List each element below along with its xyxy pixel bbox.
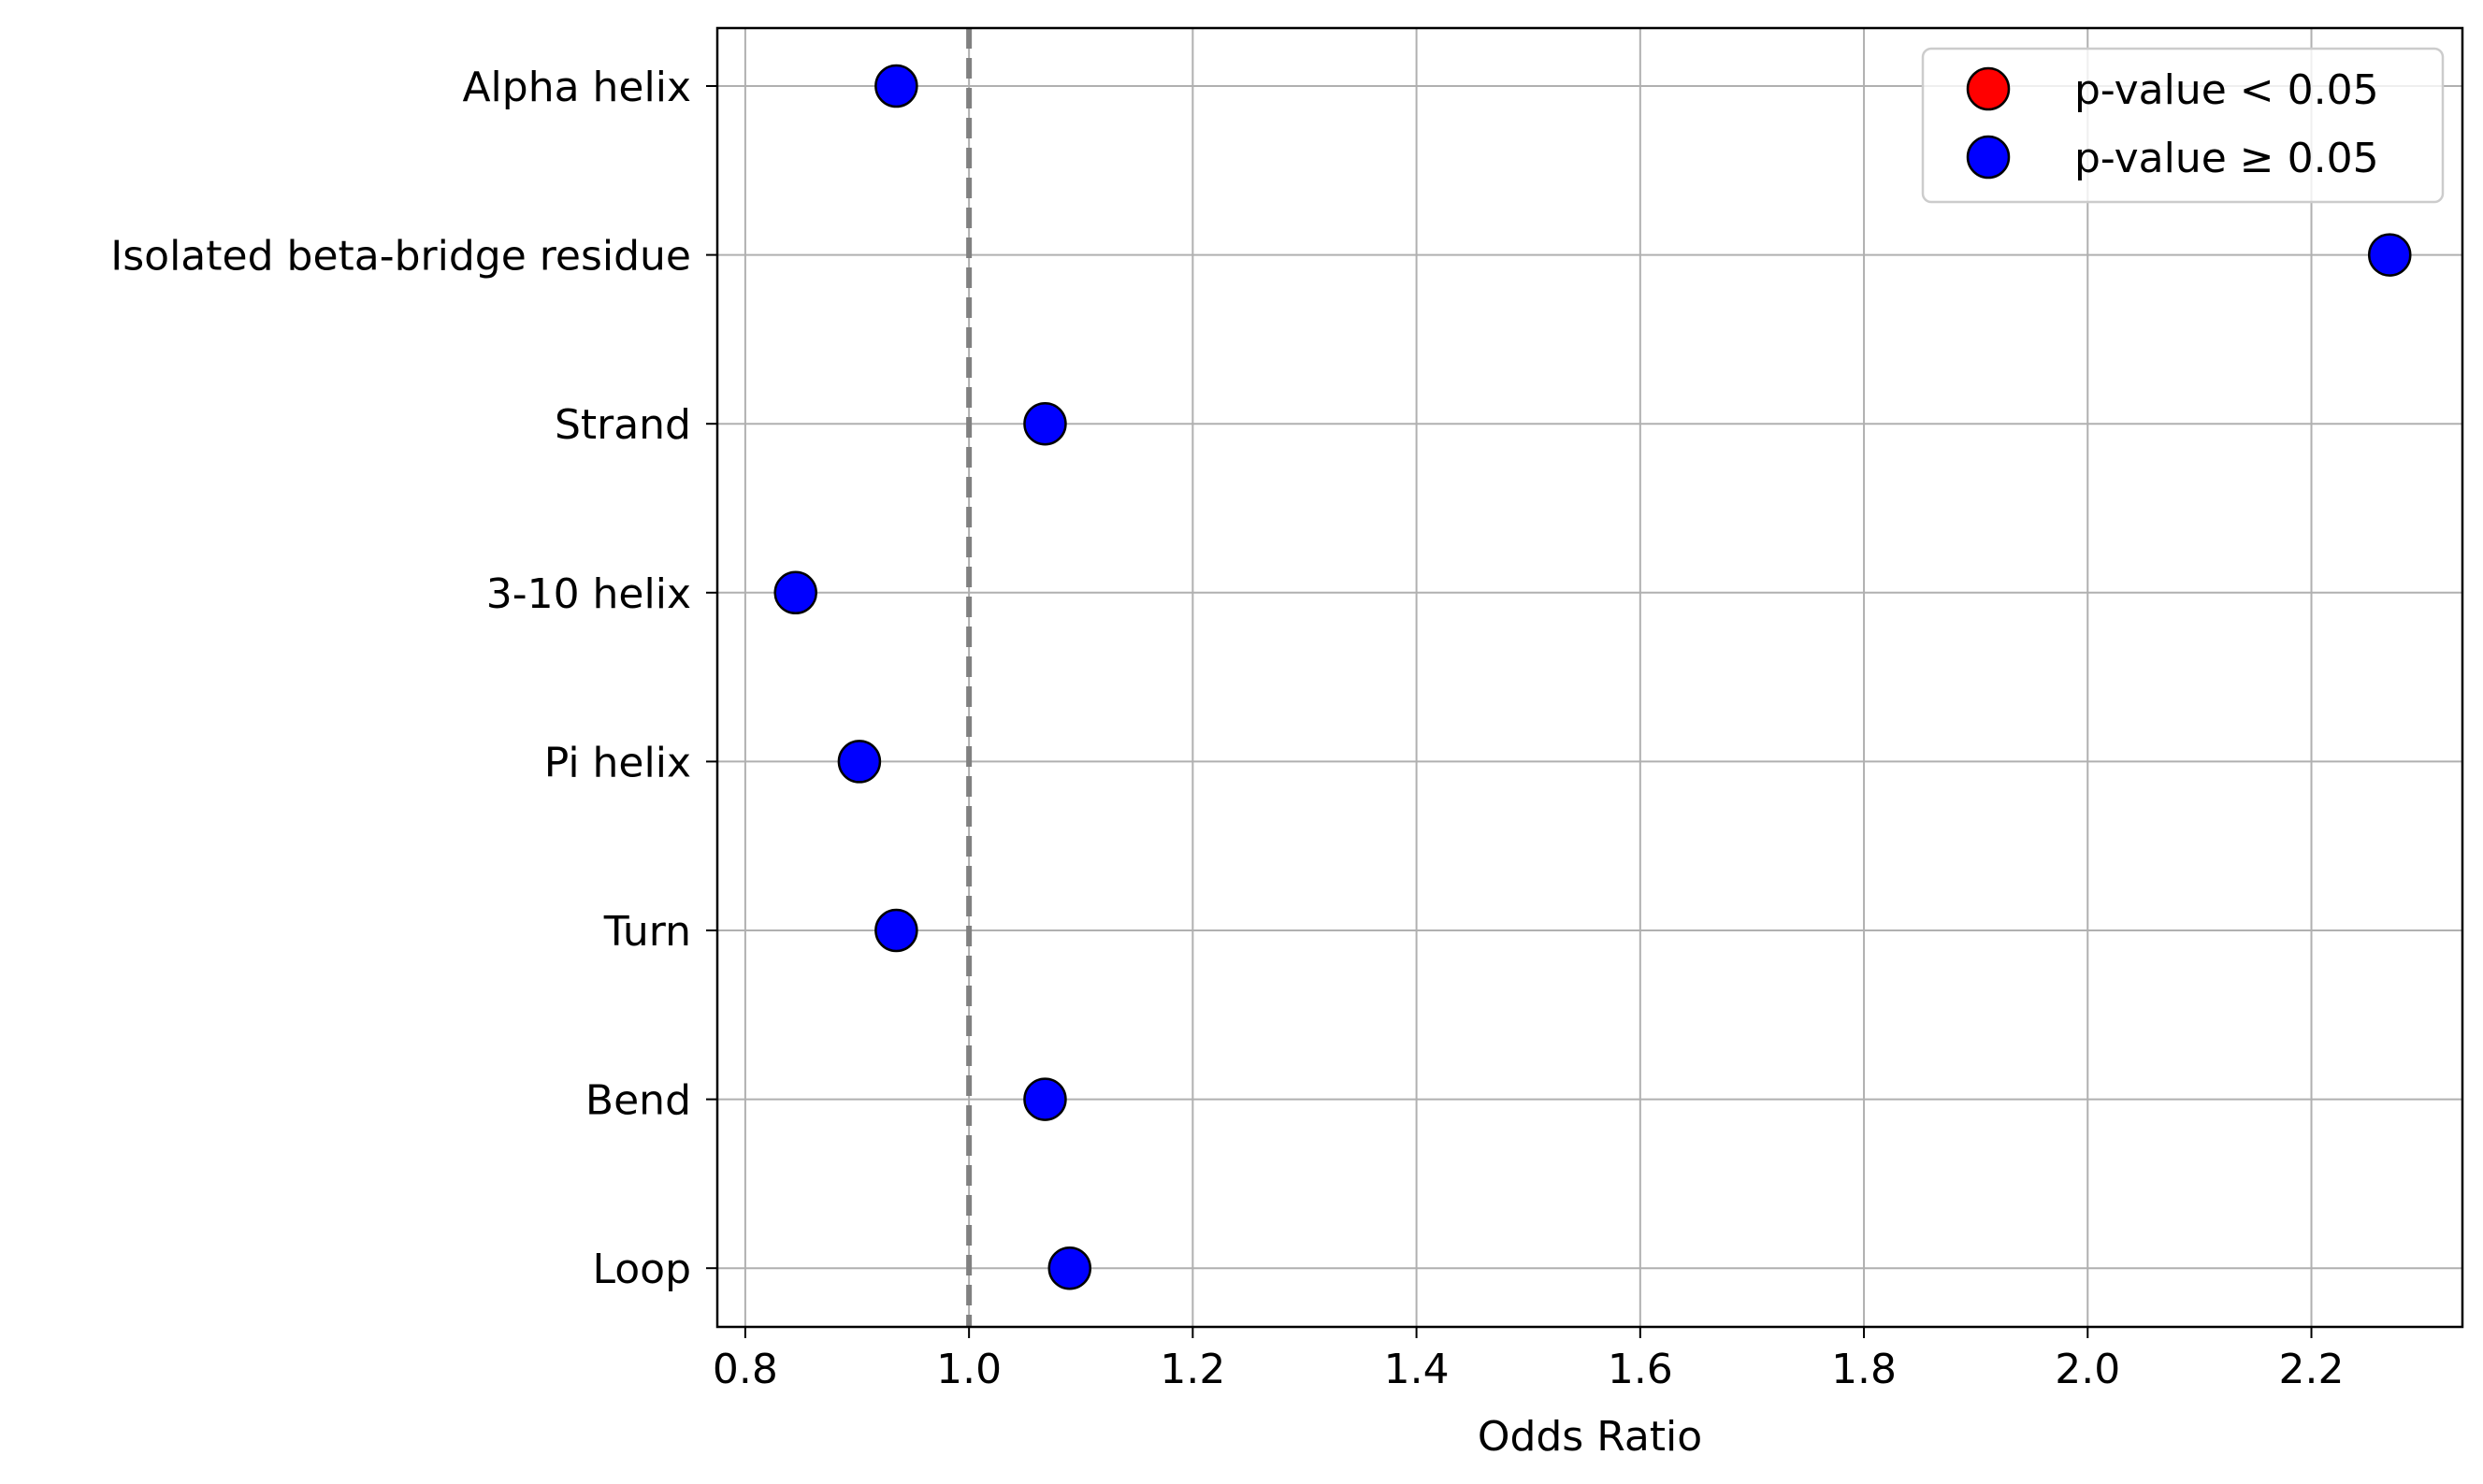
y-axis-ticks: Alpha helix Isolated beta-bridge residue S… — [110, 64, 717, 1293]
y-tick-label: Pi helix — [544, 739, 691, 786]
x-tick-label: 1.2 — [1160, 1346, 1225, 1393]
data-point — [837, 740, 882, 784]
legend-label-not-significant: p-value ≥ 0.05 — [2074, 135, 2379, 182]
x-tick-label: 2.0 — [2055, 1346, 2120, 1393]
data-point — [874, 908, 918, 953]
data-point — [1023, 401, 1067, 446]
x-tick-label: 2.2 — [2279, 1346, 2345, 1393]
data-point — [1023, 1077, 1067, 1121]
data-point — [1047, 1246, 1092, 1290]
x-tick-label: 1.6 — [1608, 1346, 1673, 1393]
x-axis-label: Odds Ratio — [1478, 1413, 1702, 1461]
y-tick-label: Bend — [585, 1077, 691, 1125]
plot-frame — [715, 26, 2464, 1329]
y-tick-label: Alpha helix — [462, 64, 691, 111]
x-tick-label: 0.8 — [713, 1346, 778, 1393]
y-tick-label: Isolated beta-bridge residue — [110, 233, 691, 281]
legend: p-value < 0.05 p-value ≥ 0.05 — [1921, 47, 2445, 204]
data-point — [773, 570, 817, 615]
x-tick-label: 1.4 — [1384, 1346, 1450, 1393]
data-points — [773, 64, 2412, 1290]
legend-marker-not-significant — [1966, 135, 2011, 180]
y-tick-label: Loop — [592, 1246, 691, 1293]
data-point — [2368, 233, 2412, 277]
y-tick-label: Strand — [555, 401, 691, 449]
legend-label-significant: p-value < 0.05 — [2074, 66, 2379, 114]
y-tick-label: Turn — [603, 908, 691, 956]
legend-frame — [1921, 47, 2445, 204]
x-tick-label: 1.0 — [936, 1346, 1002, 1393]
data-point — [874, 64, 918, 108]
grid-lines — [717, 28, 2462, 1327]
legend-marker-significant — [1966, 66, 2011, 111]
x-tick-label: 1.8 — [1831, 1346, 1897, 1393]
x-axis-ticks: 0.8 1.0 1.2 1.4 1.6 1.8 2.0 2.2 — [713, 1327, 2345, 1393]
y-tick-label: 3-10 helix — [486, 570, 691, 618]
